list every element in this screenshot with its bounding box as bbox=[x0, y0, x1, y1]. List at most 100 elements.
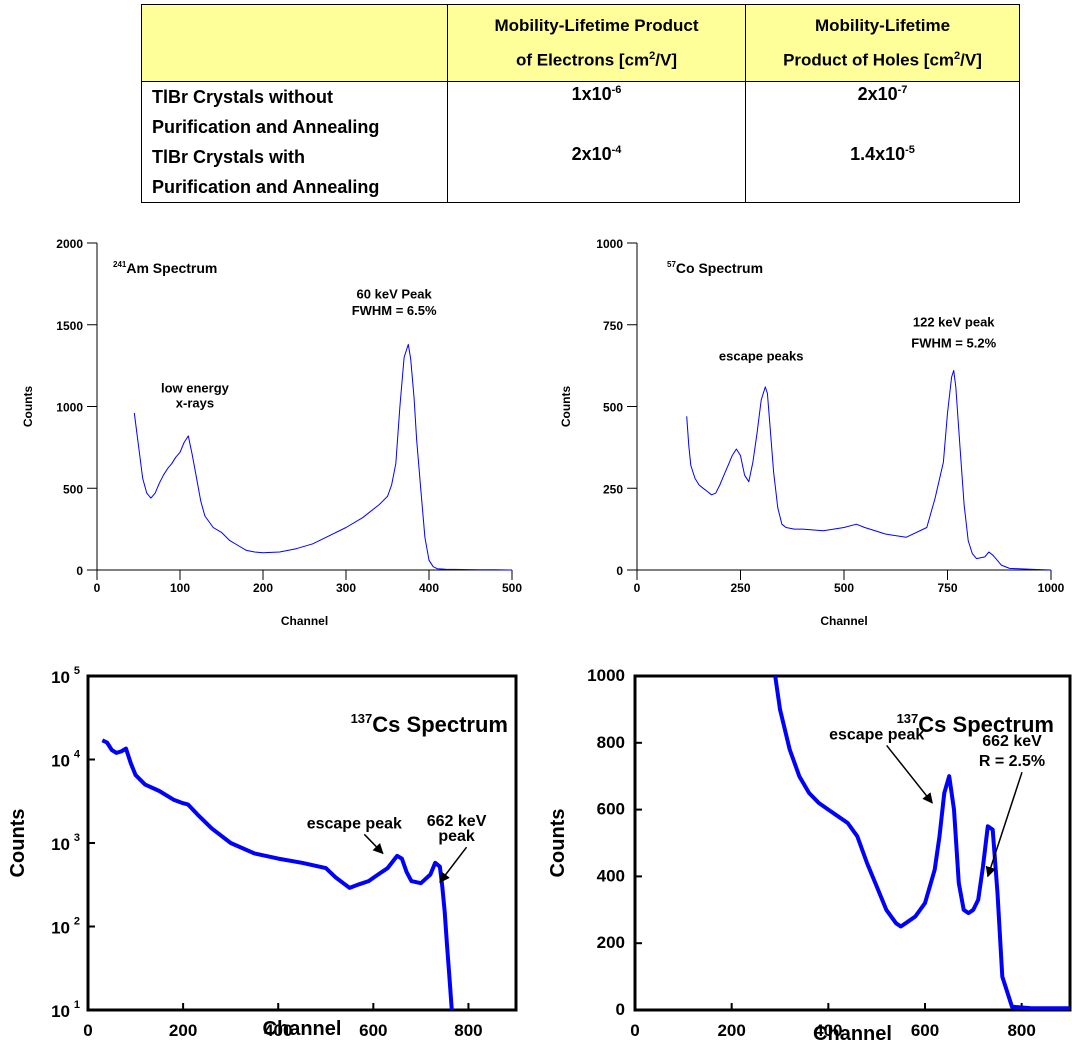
annotation-label: 662 keV bbox=[982, 733, 1042, 750]
y-tick-label-exponent: 2 bbox=[74, 916, 80, 928]
header-electrons: Mobility-Lifetime Product of Electrons [… bbox=[447, 4, 746, 82]
y-tick-label-exponent: 1 bbox=[74, 999, 80, 1011]
x-axis-label: Channel bbox=[281, 614, 328, 628]
annotation-label: low energy bbox=[161, 381, 230, 396]
y-axis-label: Counts bbox=[21, 386, 35, 428]
spectrum-line bbox=[773, 675, 1070, 1011]
y-tick-label: 10 bbox=[51, 835, 70, 854]
electrons-value-with: 2x10-4 bbox=[447, 142, 746, 203]
y-tick-label: 1500 bbox=[56, 319, 83, 333]
y-tick-label: 1000 bbox=[56, 401, 83, 415]
row-label-with: TlBr Crystals with Purification and Anne… bbox=[141, 142, 448, 203]
y-tick-label: 1000 bbox=[596, 237, 623, 251]
y-tick-label: 250 bbox=[603, 482, 623, 496]
chart-title: 57Co Spectrum bbox=[667, 260, 763, 276]
table-row: TlBr Crystals with Purification and Anne… bbox=[141, 142, 1020, 203]
header-empty-cell bbox=[141, 4, 448, 82]
spectrum-line bbox=[101, 738, 454, 1011]
y-tick-label: 1000 bbox=[587, 666, 625, 685]
table-row: TlBr Crystals without Purification and A… bbox=[141, 81, 1020, 142]
y-tick-label: 2000 bbox=[56, 237, 83, 251]
annotation-label: 662 keV bbox=[427, 813, 487, 830]
annotation-label: FWHM = 5.2% bbox=[911, 336, 996, 351]
y-tick-label: 0 bbox=[616, 1000, 625, 1019]
plot-frame bbox=[633, 674, 1072, 1012]
electrons-value-without: 1x10-6 bbox=[447, 81, 746, 142]
y-tick-label-exponent: 5 bbox=[74, 665, 80, 677]
y-axis-label: Counts bbox=[559, 386, 573, 428]
x-tick-label: 100 bbox=[170, 581, 190, 595]
y-tick-label: 10 bbox=[51, 919, 70, 938]
table-header-row: Mobility-Lifetime Product of Electrons [… bbox=[141, 4, 1020, 82]
annotation-label: 60 keV Peak bbox=[357, 287, 433, 302]
y-tick-label: 500 bbox=[603, 401, 623, 415]
x-axis-label: Channel bbox=[813, 1023, 892, 1045]
y-tick-label: 10 bbox=[51, 1002, 70, 1021]
chart-title-text: Cs Spectrum bbox=[372, 712, 508, 737]
x-tick-label: 300 bbox=[336, 581, 356, 595]
y-axis-label: Counts bbox=[7, 809, 29, 878]
y-tick-label: 750 bbox=[603, 319, 623, 333]
x-tick-label: 250 bbox=[730, 581, 750, 595]
x-tick-label: 600 bbox=[359, 1021, 387, 1040]
x-axis-label: Channel bbox=[263, 1018, 342, 1040]
x-tick-label: 500 bbox=[502, 581, 522, 595]
annotation-label: peak bbox=[438, 828, 475, 845]
x-tick-label: 0 bbox=[94, 581, 101, 595]
y-tick-label: 400 bbox=[597, 866, 625, 885]
annotation-arrow bbox=[363, 833, 384, 855]
annotation-label: escape peak bbox=[829, 726, 924, 743]
x-tick-label: 0 bbox=[83, 1021, 92, 1040]
x-tick-label: 0 bbox=[634, 581, 641, 595]
y-tick-label-exponent: 4 bbox=[74, 749, 81, 761]
y-tick-label: 200 bbox=[597, 933, 625, 952]
y-tick-label: 0 bbox=[76, 564, 83, 578]
co57-spectrum-chart: 0 250 500 750 1000 0 250 500 750 1000 Channel Count… bbox=[559, 237, 1065, 628]
am241-spectrum-chart: 0 100 200 300 400 500 0 500 1000 1500 2000 Channel C… bbox=[21, 237, 522, 628]
cs137-log-spectrum-chart: 0 200 400 600 800 10 1 10 2 10 3 10 4 10 5 Channel Count… bbox=[7, 665, 518, 1040]
x-tick-label: 200 bbox=[717, 1021, 745, 1040]
annotation-label: escape peaks bbox=[719, 349, 804, 364]
annotation-label: FWHM = 6.5% bbox=[352, 303, 437, 318]
x-tick-label: 200 bbox=[253, 581, 273, 595]
chart-title-text: Am Spectrum bbox=[126, 260, 217, 276]
chart-title-superscript: 57 bbox=[667, 260, 676, 269]
annotation-label: escape peak bbox=[307, 815, 402, 832]
chart-title: 137Cs Spectrum bbox=[897, 711, 1054, 737]
annotation-arrow bbox=[985, 771, 1023, 878]
chart-title-text: Cs Spectrum bbox=[918, 712, 1054, 737]
chart-title: 241Am Spectrum bbox=[113, 260, 217, 276]
annotation-label: x-rays bbox=[176, 395, 214, 410]
chart-title-superscript: 137 bbox=[351, 711, 373, 726]
x-tick-label: 400 bbox=[264, 1021, 292, 1040]
x-tick-label: 800 bbox=[454, 1021, 482, 1040]
y-tick-label: 10 bbox=[51, 752, 70, 771]
annotation-label: R = 2.5% bbox=[979, 753, 1045, 770]
y-tick-label: 500 bbox=[63, 482, 83, 496]
annotation-label: 122 keV peak bbox=[913, 314, 995, 329]
x-tick-label: 200 bbox=[169, 1021, 197, 1040]
y-tick-label: 10 bbox=[51, 668, 70, 687]
x-tick-label: 750 bbox=[937, 581, 957, 595]
y-axis-label: Counts bbox=[547, 809, 569, 878]
x-tick-label: 0 bbox=[630, 1021, 639, 1040]
chart-title: 137Cs Spectrum bbox=[351, 711, 508, 737]
x-tick-label: 600 bbox=[911, 1021, 939, 1040]
y-tick-label: 800 bbox=[597, 733, 625, 752]
y-tick-label-exponent: 3 bbox=[74, 832, 80, 844]
x-tick-label: 500 bbox=[834, 581, 854, 595]
y-tick-label: 600 bbox=[597, 800, 625, 819]
row-label-without: TlBr Crystals without Purification and A… bbox=[141, 81, 448, 142]
x-axis-label: Channel bbox=[820, 614, 867, 628]
holes-value-with: 1.4x10-5 bbox=[745, 142, 1020, 203]
mobility-lifetime-table: Mobility-Lifetime Product of Electrons [… bbox=[141, 4, 1020, 203]
header-holes: Mobility-Lifetime Product of Holes [cm2/… bbox=[745, 4, 1020, 82]
spectrum-line bbox=[686, 370, 1052, 571]
chart-title-superscript: 241 bbox=[113, 260, 127, 269]
x-tick-label: 800 bbox=[1007, 1021, 1035, 1040]
cs137-linear-spectrum-chart: 0 200 400 600 800 0 200 400 600 800 1000 Channel Cou… bbox=[547, 666, 1072, 1045]
x-tick-label: 400 bbox=[419, 581, 439, 595]
annotation-arrow bbox=[886, 744, 933, 804]
chart-title-superscript: 137 bbox=[897, 711, 919, 726]
x-tick-label: 1000 bbox=[1038, 581, 1065, 595]
